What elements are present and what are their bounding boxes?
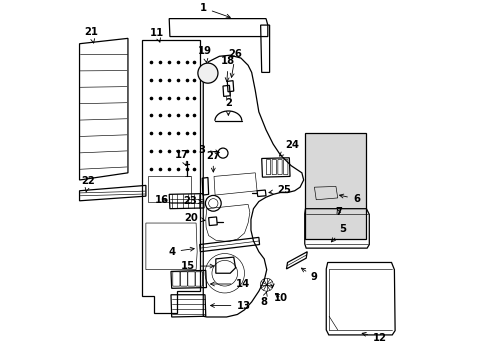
Text: 7: 7 — [334, 207, 341, 217]
Circle shape — [198, 63, 218, 83]
Text: 5: 5 — [331, 225, 346, 242]
Text: 6: 6 — [339, 194, 359, 204]
Text: 25: 25 — [268, 185, 290, 195]
Text: 4: 4 — [168, 247, 194, 257]
Text: 16: 16 — [155, 195, 169, 205]
Text: 26: 26 — [228, 49, 242, 77]
Text: 10: 10 — [273, 293, 287, 303]
Text: 24: 24 — [279, 140, 298, 156]
Text: 3: 3 — [198, 144, 219, 154]
Text: 9: 9 — [301, 268, 317, 282]
Text: 18: 18 — [221, 56, 235, 82]
FancyBboxPatch shape — [305, 134, 366, 239]
Text: 27: 27 — [206, 150, 220, 172]
Text: 22: 22 — [81, 176, 95, 192]
Text: 17: 17 — [174, 150, 188, 166]
Text: 19: 19 — [197, 46, 211, 63]
Text: 8: 8 — [260, 292, 266, 307]
Text: 20: 20 — [183, 213, 204, 222]
Text: 15: 15 — [181, 261, 213, 271]
Text: 1: 1 — [199, 3, 230, 18]
Text: 12: 12 — [362, 332, 386, 343]
Text: 2: 2 — [224, 98, 231, 115]
Text: 14: 14 — [210, 279, 250, 289]
Text: 13: 13 — [210, 301, 250, 311]
Text: 23: 23 — [183, 196, 202, 206]
Text: 11: 11 — [149, 28, 163, 42]
Text: 21: 21 — [84, 27, 98, 43]
